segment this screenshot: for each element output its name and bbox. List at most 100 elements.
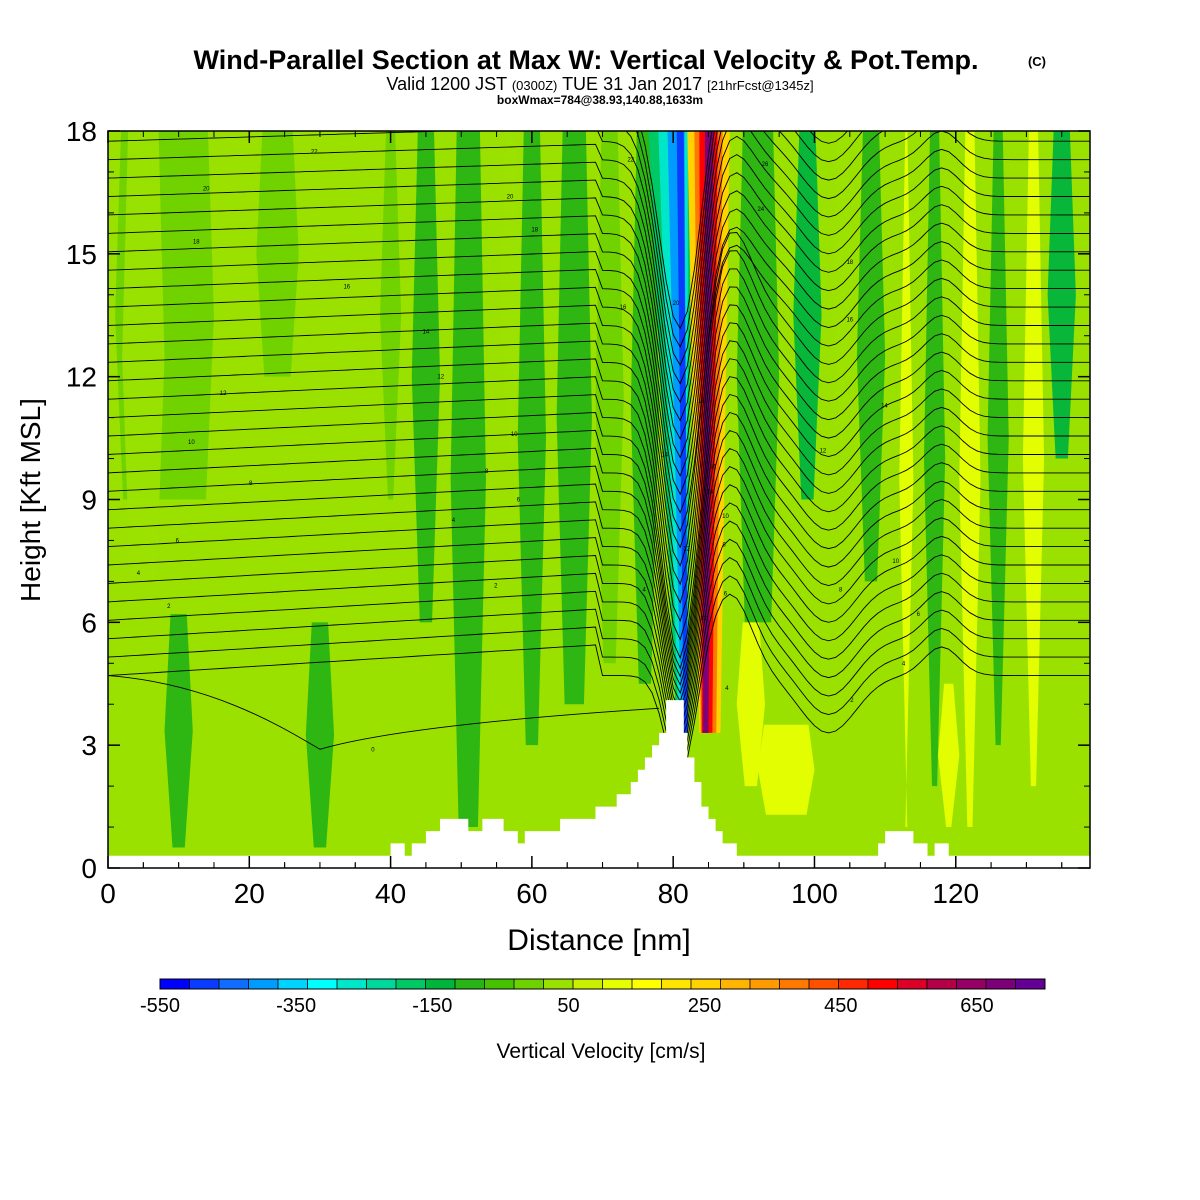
contour-label: 2 (850, 698, 854, 704)
contour-label: 20 (203, 186, 210, 192)
theta-contour (108, 322, 1090, 641)
terrain-mask (108, 700, 1090, 868)
theta-contour (108, 286, 1090, 604)
colorbar-swatch (455, 979, 485, 989)
colorbar-swatch (543, 979, 574, 989)
theta-contour (108, 190, 1090, 477)
theta-contour (108, 226, 1090, 514)
colorbar-swatch (425, 979, 456, 989)
theta-contour (108, 466, 1090, 720)
contour-label: 18 (698, 399, 705, 405)
contour-label: 26 (762, 162, 769, 168)
potential-temperature-contours (108, 131, 1090, 777)
contour-label: 14 (881, 403, 888, 409)
velocity-streak (122, 131, 165, 582)
contour-label: 20 (673, 301, 680, 307)
y-tick-label: 0 (81, 853, 97, 884)
colorbar-tick-label: -150 (412, 995, 452, 1017)
contour-label: 4 (643, 588, 647, 594)
contour-label: 22 (627, 158, 634, 164)
colorbar-swatch (868, 979, 898, 989)
velocity-streak (987, 131, 1009, 746)
theta-contour (108, 131, 1090, 385)
theta-contour (108, 502, 1090, 736)
colorbar-swatch (337, 979, 367, 989)
contour-label: 12 (437, 375, 444, 381)
contour-labels: 0246810121416182022121086421820221614124… (137, 149, 921, 753)
contour-label: 0 (371, 747, 375, 753)
colorbar-swatch (573, 979, 603, 989)
contour-label: 10 (892, 559, 899, 565)
contour-label: 10 (511, 432, 518, 438)
colorbar-swatch (809, 979, 839, 989)
theta-contour (108, 154, 1090, 440)
velocity-streak (1022, 131, 1045, 787)
velocity-streak (736, 622, 766, 787)
contour-label: 16 (846, 317, 853, 323)
plot-area: 0246810121416182022121086421820221614124… (108, 131, 1090, 868)
theta-contour (108, 376, 1090, 678)
subtitle-fcst: [21hrFcst@1345z] (707, 78, 813, 93)
contour-label: 14 (661, 452, 668, 458)
contour-label: 8 (485, 469, 489, 475)
colorbar-swatch (484, 979, 515, 989)
velocity-streak (832, 131, 854, 459)
theta-contour (108, 172, 1090, 459)
x-tick-label: 60 (516, 878, 547, 909)
velocity-core (676, 131, 689, 733)
colorbar-swatch (779, 979, 810, 989)
colorbar-swatch (278, 979, 308, 989)
x-tick-label: 100 (791, 878, 838, 909)
theta-contour (108, 393, 1090, 687)
contour-label: 6 (176, 538, 180, 544)
theta-contour (108, 131, 1090, 404)
contour-label: 12 (820, 448, 827, 454)
velocity-streak (736, 131, 780, 623)
colorbar-swatch (189, 979, 220, 989)
velocity-streak (164, 614, 193, 848)
colorbar-swatch (838, 979, 869, 989)
colorbar-swatch (661, 979, 692, 989)
colorbar-swatch (514, 979, 544, 989)
colorbar-swatch (632, 979, 662, 989)
contour-label: 2 (494, 583, 498, 589)
y-axis-label: Height [Kft MSL] (15, 398, 46, 602)
y-tick-label: 9 (81, 485, 97, 516)
theta-contour (108, 244, 1090, 533)
theta-contour (108, 340, 1090, 660)
contour-label: 2 (167, 604, 171, 610)
theta-contour (108, 411, 1090, 695)
colorbar-swatch (750, 979, 780, 989)
colorbar-swatch (1015, 979, 1046, 989)
chart-subtitle: Valid 1200 JST (0300Z) TUE 31 Jan 2017 [… (386, 74, 813, 94)
theta-contour-low (108, 675, 660, 750)
theta-contour (108, 268, 1090, 586)
theta-contour (108, 358, 1090, 670)
contour-label: 18 (193, 240, 200, 246)
colorbar-tick-label: 650 (960, 995, 993, 1017)
colorbar-swatch (691, 979, 721, 989)
y-tick-label: 18 (66, 116, 97, 147)
theta-contour (108, 557, 1090, 761)
contour-label: 12 (700, 616, 707, 622)
contour-label: 14 (423, 330, 430, 336)
colorbar-swatch (219, 979, 249, 989)
theta-contour (108, 575, 1090, 769)
colorbar-tick-label: 250 (688, 995, 721, 1017)
contour-label: 12 (683, 547, 690, 553)
velocity-streak (793, 131, 822, 500)
colorbar-swatch (956, 979, 987, 989)
theta-contour (108, 520, 1090, 744)
theta-contour (108, 538, 1090, 753)
y-tick-label: 15 (66, 239, 97, 270)
colorbar: -550 -350 -150 50 250 450 650 (140, 978, 1046, 1017)
contour-label: 6 (724, 592, 728, 598)
contour-label: 18 (846, 260, 853, 266)
colorbar-tick-label: 50 (557, 995, 579, 1017)
colorbar-swatch (248, 979, 279, 989)
y-tick-label: 3 (81, 730, 97, 761)
colorbar-swatch (602, 979, 633, 989)
velocity-streak (411, 131, 441, 623)
theta-contour (108, 304, 1090, 623)
title-mark: (C) (1028, 54, 1046, 69)
